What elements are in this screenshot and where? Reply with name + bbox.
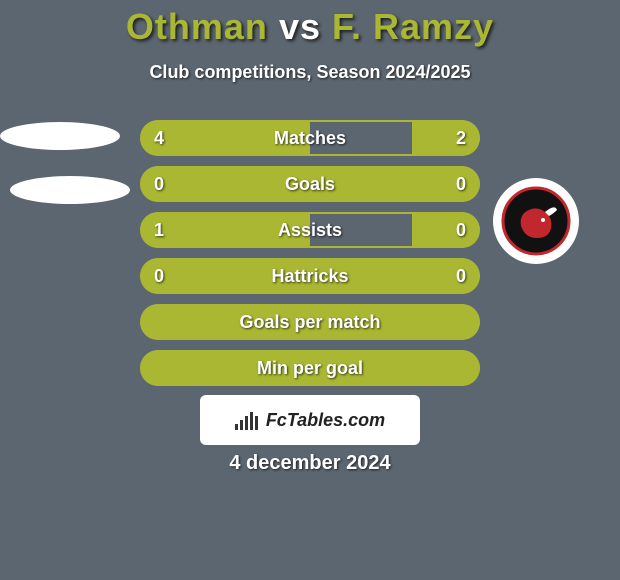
stat-label: Hattricks (140, 258, 480, 294)
bars-icon (235, 410, 258, 430)
stat-label: Matches (140, 120, 480, 156)
title-player-b: F. Ramzy (332, 6, 494, 47)
date-text: 4 december 2024 (0, 452, 620, 475)
stat-label: Min per goal (140, 350, 480, 386)
team-badge-left-2 (10, 176, 130, 204)
page-title: Othman vs F. Ramzy (0, 0, 620, 48)
stat-row: 10Assists (140, 212, 480, 248)
title-vs: vs (279, 6, 321, 47)
bar-icon-segment (245, 416, 248, 430)
comparison-infographic: Othman vs F. Ramzy Club competitions, Se… (0, 0, 620, 580)
fctables-watermark: FcTables.com (200, 395, 420, 445)
stat-label: Goals per match (140, 304, 480, 340)
bar-icon-segment (250, 412, 253, 430)
stat-row: 00Hattricks (140, 258, 480, 294)
team-badge-left-1 (0, 122, 120, 150)
stat-row: 42Matches (140, 120, 480, 156)
fctables-label: FcTables.com (266, 410, 385, 431)
title-player-a: Othman (126, 6, 268, 47)
stat-rows: 42Matches 00Goals 10Assists 00Hattricks Goal… (140, 120, 480, 396)
stat-row: 00Goals (140, 166, 480, 202)
stat-label: Assists (140, 212, 480, 248)
bar-icon-segment (240, 420, 243, 430)
stat-row: Goals per match (140, 304, 480, 340)
subtitle: Club competitions, Season 2024/2025 (0, 62, 620, 83)
bar-icon-segment (255, 416, 258, 430)
stat-row: Min per goal (140, 350, 480, 386)
stat-label: Goals (140, 166, 480, 202)
team-crest-right (493, 178, 579, 264)
bar-icon-segment (235, 424, 238, 430)
crest-icon (501, 186, 571, 256)
